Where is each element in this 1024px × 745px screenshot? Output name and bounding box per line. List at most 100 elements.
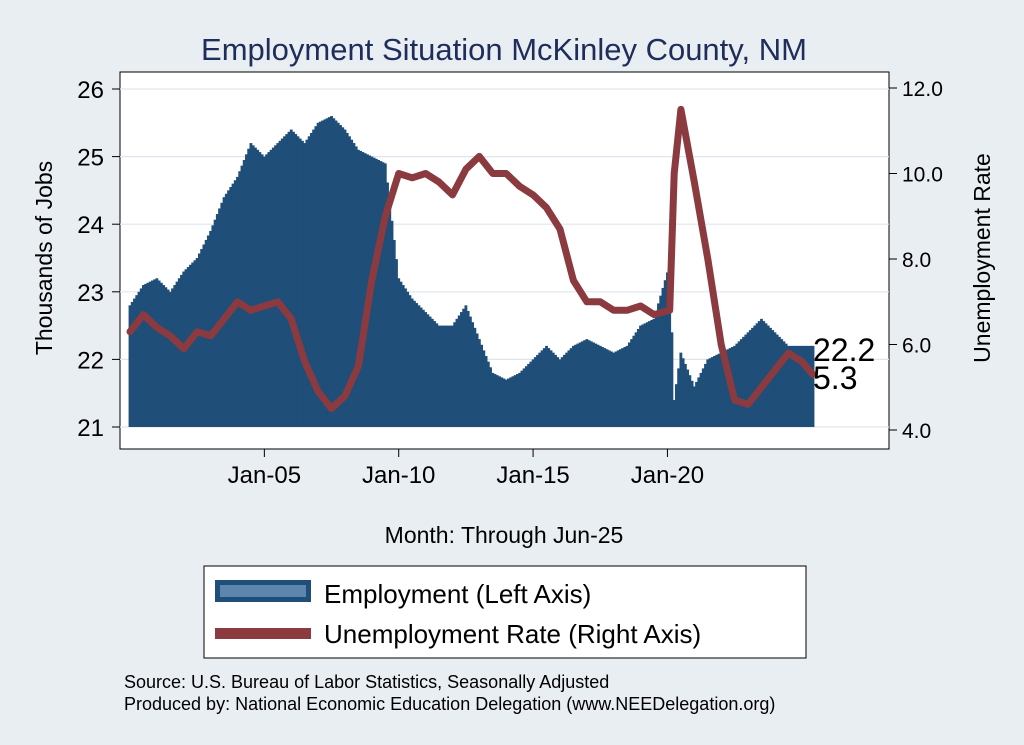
employment-bar [513, 375, 517, 427]
employment-bar [533, 357, 537, 427]
employment-bar [612, 352, 616, 427]
employment-bar [625, 345, 629, 427]
employment-bar [547, 348, 551, 427]
employment-bar [177, 278, 181, 427]
employment-bar [556, 357, 560, 427]
employment-bar [419, 307, 423, 427]
employment-bar [404, 288, 407, 427]
employment-bar [294, 134, 298, 428]
employment-bar [417, 305, 421, 427]
employment-bar [142, 285, 145, 427]
employment-bar [377, 159, 380, 428]
employment-bar [242, 159, 246, 428]
employment-bar [439, 325, 443, 427]
employment-bar [798, 345, 801, 427]
employment-bar [159, 282, 163, 427]
employment-bar [558, 359, 562, 427]
employment-bar [760, 318, 763, 427]
employment-bar [345, 132, 349, 427]
employment-bar [348, 136, 351, 427]
employment-bar [464, 305, 468, 427]
employment-bar [666, 272, 669, 427]
employment-bar [603, 348, 607, 427]
employment-bar [560, 357, 564, 427]
employment-bar [258, 152, 262, 428]
employment-bar [498, 376, 501, 427]
employment-bar [679, 352, 683, 427]
employment-bar [699, 372, 703, 427]
employment-bar [755, 323, 759, 427]
employment-bar [710, 357, 714, 427]
employment-bar [424, 312, 428, 427]
employment-bar [661, 287, 665, 427]
employment-bar [307, 136, 311, 427]
employment-bar [735, 343, 739, 427]
employment-bar [462, 308, 466, 427]
employment-bar [809, 345, 813, 427]
employment-bar [648, 321, 651, 427]
employment-bar [314, 126, 318, 428]
employment-bar [507, 378, 510, 427]
employment-bar [253, 147, 257, 427]
employment-bar [175, 281, 179, 427]
employment-bar [574, 344, 578, 427]
employment-bar [565, 352, 569, 427]
employment-bar [524, 366, 528, 427]
employment-bar [630, 339, 634, 427]
employment-bar [621, 348, 625, 427]
employment-bar [298, 138, 302, 427]
employment-bar [623, 347, 627, 427]
x-tick-label: Jan-10 [362, 462, 435, 489]
employment-bar [455, 318, 459, 427]
y-right-tick-label: 6.0 [902, 335, 931, 358]
y-axis-right-label: Unemployment Rate [969, 153, 995, 363]
employment-bar [614, 351, 618, 427]
employment-bar [296, 136, 300, 427]
employment-bar [144, 283, 148, 427]
employment-bar [551, 352, 555, 427]
employment-bar [563, 354, 566, 427]
employment-bar [332, 118, 336, 427]
employment-bar [245, 154, 248, 427]
employment-bar [601, 347, 604, 427]
employment-bar [276, 143, 280, 427]
employment-bar [148, 281, 152, 427]
employment-bar [213, 219, 217, 427]
employment-bar [139, 288, 143, 427]
employment-bar [265, 154, 269, 427]
employment-bar [677, 368, 681, 427]
y-right-tick-label: 8.0 [902, 249, 931, 272]
legend-swatch-employment-inner [220, 585, 306, 597]
employment-bar [267, 152, 271, 428]
employment-bar [157, 280, 161, 427]
legend-label-employment: Employment (Left Axis) [324, 579, 591, 609]
employment-bar [361, 152, 365, 428]
employment-bar [657, 303, 660, 427]
employment-bar [166, 289, 170, 427]
employment-bar [211, 225, 215, 427]
employment-bar [249, 143, 253, 427]
employment-bar [269, 149, 273, 427]
employment-bar [135, 295, 139, 427]
employment-bar [460, 312, 463, 427]
employment-bar [695, 381, 698, 427]
employment-bar [352, 143, 356, 427]
employment-bar [616, 350, 620, 427]
employment-bar [247, 148, 251, 428]
employment-bar [397, 278, 401, 427]
employment-bar [504, 379, 508, 427]
employment-bar [627, 342, 631, 427]
employment-bar [518, 372, 522, 427]
employment-bar [305, 139, 309, 427]
legend-swatch-unemployment [215, 628, 311, 639]
employment-bar [457, 315, 461, 427]
employment-bar [751, 327, 754, 427]
employment-bar [793, 345, 797, 427]
employment-bar [713, 356, 716, 427]
employment-bar [401, 285, 405, 427]
employment-bar [301, 140, 304, 427]
employment-bar [406, 291, 410, 427]
employment-bar [717, 353, 721, 427]
employment-bar [433, 321, 436, 427]
